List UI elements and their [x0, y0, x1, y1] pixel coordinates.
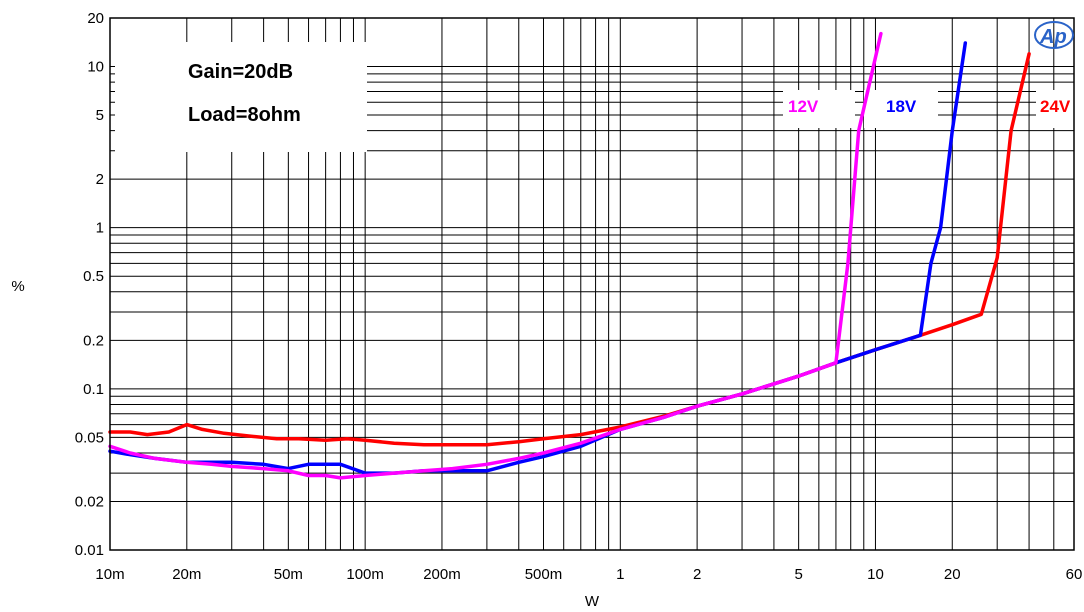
x-tick-label: 20m [172, 566, 201, 583]
series-line-12v [108, 31, 883, 480]
y-tick-label: 0.2 [83, 332, 104, 349]
series-label-18v: 18V [886, 97, 917, 116]
annotation-backdrop [115, 42, 367, 152]
ap-logo-ring [1034, 21, 1074, 49]
series-line-18v [108, 41, 968, 475]
x-tick-label: 1 [616, 566, 624, 583]
series-label-backdrop [783, 90, 855, 128]
y-tick-label: 0.02 [75, 493, 104, 510]
x-tick-label: 500m [525, 566, 563, 583]
y-tick-label: 0.5 [83, 268, 104, 285]
y-axis-label: % [11, 278, 24, 295]
plot-frame [109, 17, 1075, 551]
series-label-backdrop [864, 90, 938, 128]
annotation-box: Gain=20dB Load=8ohm [115, 42, 367, 152]
y-tick-label: 0.1 [83, 381, 104, 398]
y-tick-label: 1 [96, 220, 104, 237]
y-tick-label: 0.05 [75, 429, 104, 446]
x-tick-label: 2 [693, 566, 701, 583]
y-tick-label: 10 [87, 59, 104, 76]
ap-logo: Ap [1034, 21, 1074, 49]
x-tick-label: 10 [867, 566, 884, 583]
x-tick-label: 50m [274, 566, 303, 583]
series-label-backdrops [783, 90, 1074, 128]
y-tick-label: 5 [96, 107, 104, 124]
x-tick-label: 5 [794, 566, 802, 583]
series-labels: 24V 18V 12V [788, 97, 1071, 116]
y-tick-label: 0.01 [75, 542, 104, 559]
series-label-24v: 24V [1040, 97, 1071, 116]
y-tick-label: 20 [87, 10, 104, 27]
series-label-12v: 12V [788, 97, 819, 116]
y-tick-label: 2 [96, 171, 104, 188]
annotation-load: Load=8ohm [188, 104, 301, 126]
x-tick-label: 200m [423, 566, 461, 583]
series-label-backdrop [1036, 90, 1074, 128]
x-tick-label: 60 [1066, 566, 1083, 583]
series-lines [108, 31, 1031, 480]
x-axis-label: W [585, 593, 600, 610]
annotation-gain: Gain=20dB [188, 61, 293, 83]
x-tick-label: 10m [95, 566, 124, 583]
tick-labels: 10m 20m 50m 100m 200m 500m 1 2 5 10 20 60 0.01 0.02 0.… [75, 10, 1083, 583]
x-tick-label: 100m [346, 566, 384, 583]
ap-logo-text: Ap [1039, 26, 1067, 48]
x-tick-label: 20 [944, 566, 961, 583]
